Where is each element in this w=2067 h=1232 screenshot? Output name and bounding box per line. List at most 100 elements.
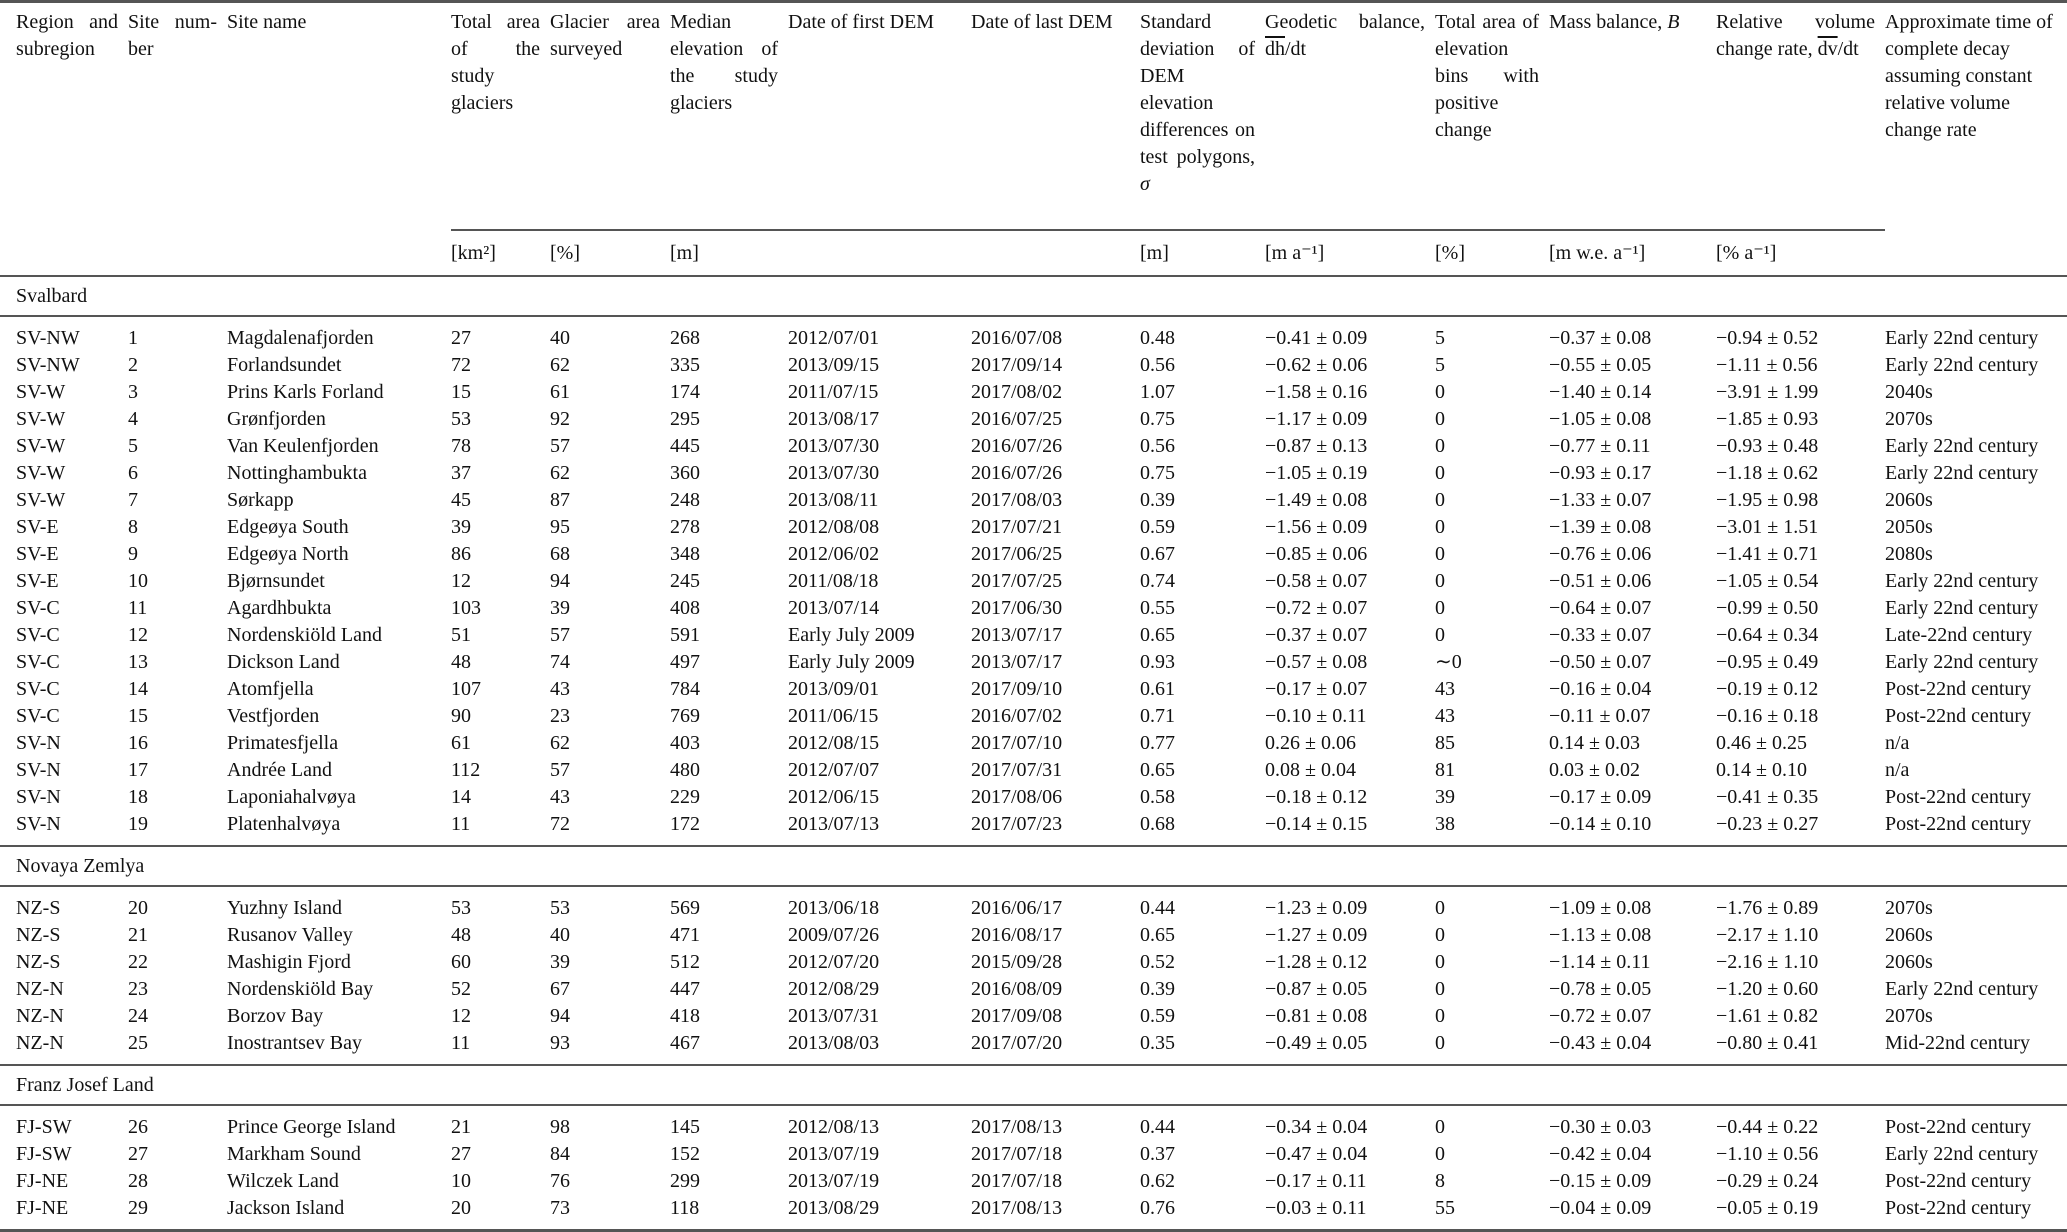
cell-region: SV-N bbox=[16, 759, 61, 781]
cell-glacier-area: 74 bbox=[550, 651, 570, 673]
cell-total-area: 103 bbox=[451, 597, 481, 619]
cell-glacier-area: 93 bbox=[550, 1032, 570, 1054]
cell-site-number: 12 bbox=[128, 624, 148, 646]
cell-median-elevation: 145 bbox=[670, 1116, 700, 1138]
cell-median-elevation: 403 bbox=[670, 732, 700, 754]
cell-site-name: Bjørnsundet bbox=[227, 570, 325, 592]
cell-positive-bins: 0 bbox=[1435, 951, 1445, 973]
cell-decay-time: Post-22nd century bbox=[1885, 1197, 2032, 1219]
cell-region: SV-C bbox=[16, 597, 60, 619]
cell-std-dev: 0.76 bbox=[1140, 1197, 1175, 1219]
cell-median-elevation: 268 bbox=[670, 327, 700, 349]
cell-decay-time: 2070s bbox=[1885, 1005, 1933, 1027]
cell-decay-time: Post-22nd century bbox=[1885, 1170, 2032, 1192]
table-row: SV-W 7 Sørkapp 45 87 248 2013/08/11 2017/08/03 0… bbox=[0, 487, 2067, 514]
cell-site-name: Jackson Island bbox=[227, 1197, 345, 1219]
cell-std-dev: 0.56 bbox=[1140, 354, 1175, 376]
cell-geodetic-balance: −1.23 ± 0.09 bbox=[1265, 897, 1368, 919]
cell-median-elevation: 480 bbox=[670, 759, 700, 781]
cell-geodetic-balance: −0.34 ± 0.04 bbox=[1265, 1116, 1368, 1138]
cell-std-dev: 0.62 bbox=[1140, 1170, 1175, 1192]
cell-mass-balance: −1.13 ± 0.08 bbox=[1549, 924, 1652, 946]
header-positive-bins: Total area of elevation bins with positi… bbox=[1435, 11, 1539, 141]
table-row: NZ-S 20 Yuzhny Island 53 53 569 2013/06/18 2016… bbox=[0, 886, 2067, 922]
cell-decay-time: Early 22nd century bbox=[1885, 978, 2039, 1000]
cell-mass-balance: −1.33 ± 0.07 bbox=[1549, 489, 1652, 511]
cell-glacier-area: 94 bbox=[550, 570, 570, 592]
cell-site-name: Sørkapp bbox=[227, 489, 294, 511]
cell-geodetic-balance: −0.58 ± 0.07 bbox=[1265, 570, 1368, 592]
cell-date-first-dem: 2009/07/26 bbox=[788, 924, 880, 946]
cell-site-number: 7 bbox=[128, 489, 138, 511]
cell-date-last-dem: 2017/06/25 bbox=[971, 543, 1063, 565]
cell-relative-volume: −0.29 ± 0.24 bbox=[1716, 1170, 1819, 1192]
cell-total-area: 78 bbox=[451, 435, 471, 457]
cell-date-first-dem: 2013/07/30 bbox=[788, 435, 880, 457]
cell-geodetic-balance: 0.08 ± 0.04 bbox=[1265, 759, 1356, 781]
section-title: Franz Josef Land bbox=[0, 1065, 2067, 1106]
unit-std-dev: [m] bbox=[1140, 229, 1265, 276]
cell-median-elevation: 245 bbox=[670, 570, 700, 592]
cell-decay-time: Early 22nd century bbox=[1885, 435, 2039, 457]
cell-positive-bins: 0 bbox=[1435, 1143, 1445, 1165]
cell-region: SV-E bbox=[16, 516, 59, 538]
cell-region: SV-NW bbox=[16, 354, 80, 376]
cell-std-dev: 0.75 bbox=[1140, 408, 1175, 430]
cell-total-area: 48 bbox=[451, 651, 471, 673]
cell-date-last-dem: 2017/08/02 bbox=[971, 381, 1063, 403]
cell-relative-volume: −1.10 ± 0.56 bbox=[1716, 1143, 1819, 1165]
cell-geodetic-balance: −0.87 ± 0.13 bbox=[1265, 435, 1368, 457]
table-row: SV-C 13 Dickson Land 48 74 497 Early July 2009… bbox=[0, 649, 2067, 676]
cell-site-name: Borzov Bay bbox=[227, 1005, 324, 1027]
table-row: SV-NW 2 Forlandsundet 72 62 335 2013/09/15 2017… bbox=[0, 352, 2067, 379]
cell-site-number: 13 bbox=[128, 651, 148, 673]
cell-total-area: 11 bbox=[451, 1032, 471, 1054]
cell-geodetic-balance: −0.17 ± 0.11 bbox=[1265, 1170, 1367, 1192]
section-row: Novaya Zemlya bbox=[0, 846, 2067, 887]
header-geodetic-balance: Geodetic bal­ance, dh/dt bbox=[1265, 2, 1435, 231]
cell-std-dev: 0.39 bbox=[1140, 489, 1175, 511]
cell-site-name: Nottinghambukta bbox=[227, 462, 367, 484]
cell-total-area: 10 bbox=[451, 1170, 471, 1192]
cell-glacier-area: 84 bbox=[550, 1143, 570, 1165]
cell-date-last-dem: 2017/06/30 bbox=[971, 597, 1063, 619]
cell-positive-bins: 0 bbox=[1435, 1116, 1445, 1138]
cell-positive-bins: 0 bbox=[1435, 462, 1445, 484]
table-row: FJ-SW 27 Markham Sound 27 84 152 2013/07/19 201… bbox=[0, 1141, 2067, 1168]
cell-relative-volume: 0.14 ± 0.10 bbox=[1716, 759, 1807, 781]
table-row: SV-E 9 Edgeøya North 86 68 348 2012/06/02 2017/… bbox=[0, 541, 2067, 568]
cell-date-last-dem: 2017/08/06 bbox=[971, 786, 1063, 808]
cell-site-name: Agardhbukta bbox=[227, 597, 332, 619]
cell-median-elevation: 299 bbox=[670, 1170, 700, 1192]
cell-date-first-dem: 2012/07/01 bbox=[788, 327, 880, 349]
cell-relative-volume: −0.80 ± 0.41 bbox=[1716, 1032, 1819, 1054]
unit-empty bbox=[788, 229, 971, 276]
cell-region: SV-N bbox=[16, 813, 61, 835]
cell-median-elevation: 497 bbox=[670, 651, 700, 673]
section-title: Svalbard bbox=[0, 276, 2067, 317]
cell-std-dev: 0.61 bbox=[1140, 678, 1175, 700]
cell-std-dev: 0.67 bbox=[1140, 543, 1175, 565]
cell-glacier-area: 62 bbox=[550, 354, 570, 376]
cell-std-dev: 1.07 bbox=[1140, 381, 1175, 403]
table-row: NZ-S 21 Rusanov Valley 48 40 471 2009/07/26 201… bbox=[0, 922, 2067, 949]
header-decay-time: Approximate time of complete decay assum… bbox=[1885, 11, 2053, 141]
cell-site-number: 8 bbox=[128, 516, 138, 538]
header-std-dev-label: Standard deviation of DEM elevation diff… bbox=[1140, 11, 1255, 168]
cell-relative-volume: −1.95 ± 0.98 bbox=[1716, 489, 1819, 511]
cell-mass-balance: −1.05 ± 0.08 bbox=[1549, 408, 1652, 430]
cell-median-elevation: 784 bbox=[670, 678, 700, 700]
cell-mass-balance: −0.37 ± 0.08 bbox=[1549, 327, 1652, 349]
cell-decay-time: Early 22nd century bbox=[1885, 597, 2039, 619]
table-row: SV-N 18 Laponiahalvøya 14 43 229 2012/06/15 201… bbox=[0, 784, 2067, 811]
header-geodetic-symbol: dh/dt bbox=[1265, 38, 1306, 60]
cell-glacier-area: 68 bbox=[550, 543, 570, 565]
cell-total-area: 27 bbox=[451, 327, 471, 349]
cell-site-name: Van Keulenfjorden bbox=[227, 435, 379, 457]
cell-date-first-dem: 2013/09/15 bbox=[788, 354, 880, 376]
unit-glacier-area: [%] bbox=[550, 229, 670, 276]
cell-geodetic-balance: −1.28 ± 0.12 bbox=[1265, 951, 1368, 973]
cell-decay-time: Post-22nd century bbox=[1885, 678, 2032, 700]
cell-glacier-area: 43 bbox=[550, 678, 570, 700]
relvol-symbol-dt: /dt bbox=[1837, 38, 1859, 60]
